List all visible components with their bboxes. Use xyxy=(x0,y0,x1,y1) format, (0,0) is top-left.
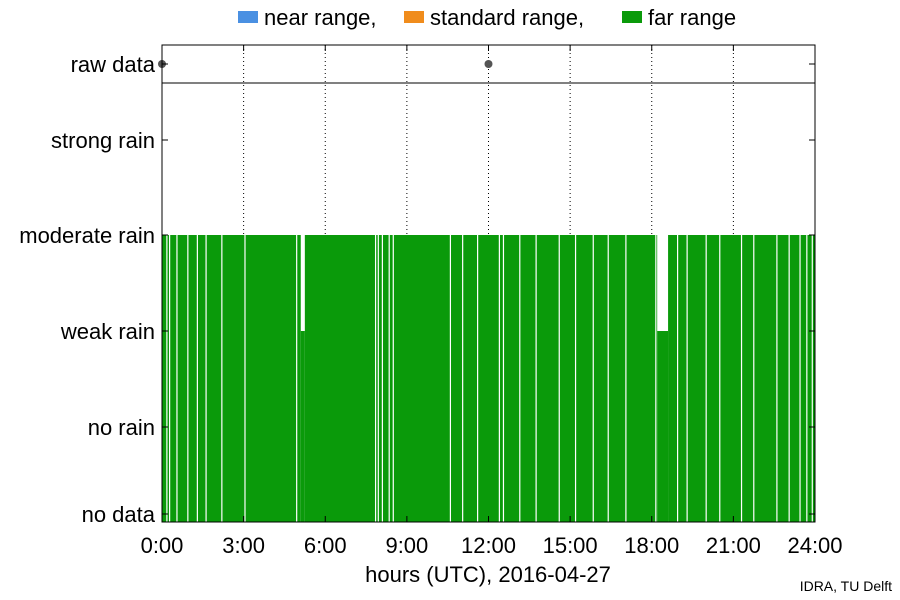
no-data-gap xyxy=(740,235,743,522)
x-tick-label: 21:00 xyxy=(706,533,761,558)
no-data-gap xyxy=(381,235,383,522)
bar-interval xyxy=(304,235,658,522)
no-data-gap xyxy=(477,235,479,522)
no-data-gap xyxy=(221,235,223,522)
x-tick-label: 6:00 xyxy=(304,533,347,558)
no-data-gap xyxy=(558,235,560,522)
raw-data-point xyxy=(484,60,493,68)
no-data-gap xyxy=(377,235,379,522)
y-tick-label: moderate rain xyxy=(19,223,155,248)
no-data-gap xyxy=(388,235,390,522)
no-data-gap xyxy=(799,235,801,522)
x-axis: 0:00 3:00 6:00 9:00 12:00 15:00 18:00 21:00 24:0… xyxy=(141,45,843,558)
x-axis-label: hours (UTC), 2016-04-27 xyxy=(365,562,611,587)
no-data-gap xyxy=(776,235,778,522)
no-data-gap xyxy=(676,235,679,522)
no-data-gap xyxy=(806,235,808,522)
x-tick-label: 24:00 xyxy=(787,533,842,558)
y-tick-label: weak rain xyxy=(60,319,155,344)
x-tick-label: 15:00 xyxy=(543,533,598,558)
y-tick-label: strong rain xyxy=(51,128,155,153)
legend-label: near range, xyxy=(264,5,377,30)
no-data-gap xyxy=(625,235,627,522)
no-data-gap xyxy=(169,235,171,522)
x-tick-label: 18:00 xyxy=(624,533,679,558)
y-tick-label: no data xyxy=(82,502,156,527)
x-tick-label: 0:00 xyxy=(141,533,184,558)
x-tick-label: 12:00 xyxy=(461,533,516,558)
no-data-gap xyxy=(498,235,500,522)
legend-label: standard range, xyxy=(430,5,584,30)
no-data-gap xyxy=(392,235,394,522)
legend: near range, standard range, far range xyxy=(238,5,736,30)
no-data-gap xyxy=(502,235,505,522)
no-data-gap xyxy=(535,235,537,522)
no-data-gap xyxy=(686,235,688,522)
no-data-gap xyxy=(519,235,521,522)
legend-swatch xyxy=(622,11,642,23)
no-data-gap xyxy=(607,235,609,522)
no-data-gap xyxy=(592,235,594,522)
no-data-gap xyxy=(176,235,178,522)
no-data-gap xyxy=(753,235,755,522)
no-data-gap xyxy=(296,235,298,522)
bar-interval xyxy=(657,331,669,522)
legend-swatch xyxy=(404,11,424,23)
y-tick-label: no rain xyxy=(88,415,155,440)
no-data-gap xyxy=(449,235,452,522)
no-data-gap xyxy=(187,235,189,522)
y-axis: no data no rain weak rain moderate rain stro… xyxy=(19,52,815,527)
no-data-gap xyxy=(574,235,577,522)
no-data-gap xyxy=(374,235,377,522)
no-data-gap xyxy=(166,235,168,522)
no-data-gap xyxy=(244,235,246,522)
no-data-gap xyxy=(205,235,207,522)
no-data-gap xyxy=(462,235,464,522)
no-data-gap xyxy=(811,235,813,522)
legend-swatch xyxy=(238,11,258,23)
plot-area xyxy=(158,44,816,523)
bar-interval xyxy=(162,235,301,522)
x-tick-label: 3:00 xyxy=(222,533,265,558)
no-data-gap xyxy=(788,235,790,522)
y-tick-label: raw data xyxy=(71,52,156,77)
credit-label: IDRA, TU Delft xyxy=(799,578,892,594)
legend-label: far range xyxy=(648,5,736,30)
bar-interval xyxy=(300,331,305,522)
no-data-gap xyxy=(196,235,198,522)
no-data-gap xyxy=(719,235,721,522)
no-data-gap xyxy=(655,235,657,522)
x-tick-label: 9:00 xyxy=(385,533,428,558)
no-data-gap xyxy=(705,235,707,522)
